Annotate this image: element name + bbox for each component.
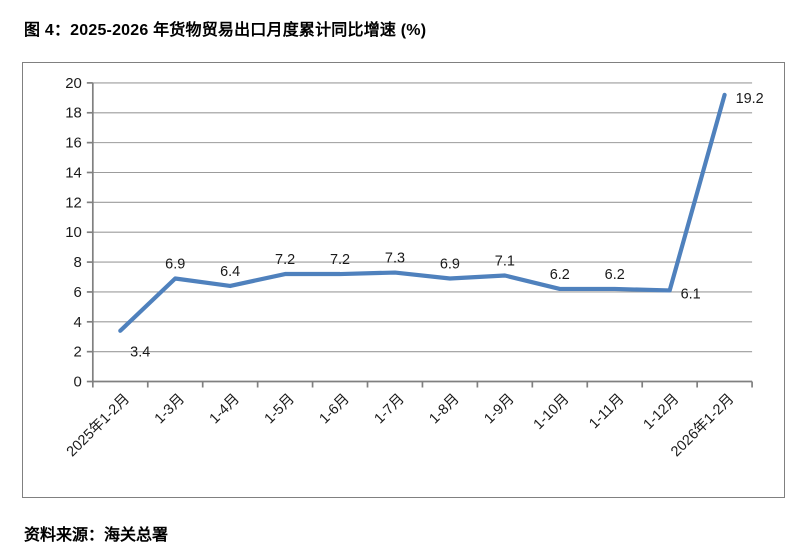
- svg-text:0: 0: [74, 374, 82, 391]
- svg-text:1-10月: 1-10月: [531, 391, 573, 433]
- svg-text:1-6月: 1-6月: [317, 391, 353, 427]
- svg-text:1-7月: 1-7月: [371, 391, 407, 427]
- line-chart: 0 2 4 6 8 10 12 14 16 18 20 2025年1-2月 1-3月 1-4月 1-5月 1-…: [63, 75, 764, 460]
- svg-text:3.4: 3.4: [130, 345, 150, 361]
- svg-text:2025年1-2月: 2025年1-2月: [63, 390, 133, 460]
- chart-frame: 0 2 4 6 8 10 12 14 16 18 20 2025年1-2月 1-3月 1-4月 1-5月 1-…: [22, 62, 785, 498]
- svg-text:6: 6: [74, 284, 82, 301]
- svg-text:1-8月: 1-8月: [426, 391, 462, 427]
- svg-text:6.9: 6.9: [165, 257, 185, 273]
- source-note: 资料来源：海关总署: [24, 527, 169, 544]
- svg-text:10: 10: [65, 224, 82, 241]
- svg-text:6.2: 6.2: [605, 267, 625, 283]
- svg-text:20: 20: [65, 75, 82, 92]
- svg-text:7.3: 7.3: [385, 251, 405, 267]
- svg-text:14: 14: [65, 164, 82, 181]
- svg-text:4: 4: [74, 314, 82, 331]
- svg-text:1-12月: 1-12月: [640, 391, 682, 433]
- svg-text:2: 2: [74, 344, 82, 361]
- svg-text:1-3月: 1-3月: [152, 391, 188, 427]
- svg-text:6.2: 6.2: [550, 267, 570, 283]
- svg-text:19.2: 19.2: [736, 91, 764, 107]
- figure-title: 图 4：2025-2026 年货物贸易出口月度累计同比增速 (%): [24, 22, 427, 39]
- svg-text:12: 12: [65, 194, 82, 211]
- svg-text:7.1: 7.1: [495, 254, 515, 270]
- svg-text:7.2: 7.2: [330, 252, 350, 268]
- svg-text:6.4: 6.4: [220, 264, 240, 280]
- svg-text:8: 8: [74, 254, 82, 271]
- svg-text:16: 16: [65, 135, 82, 152]
- svg-text:7.2: 7.2: [275, 252, 295, 268]
- svg-text:18: 18: [65, 105, 82, 122]
- svg-text:6.1: 6.1: [681, 286, 701, 302]
- svg-text:1-4月: 1-4月: [207, 391, 243, 427]
- svg-text:1-5月: 1-5月: [262, 391, 298, 427]
- svg-text:1-11月: 1-11月: [586, 391, 627, 432]
- svg-text:1-9月: 1-9月: [481, 391, 517, 427]
- svg-text:6.9: 6.9: [440, 257, 460, 273]
